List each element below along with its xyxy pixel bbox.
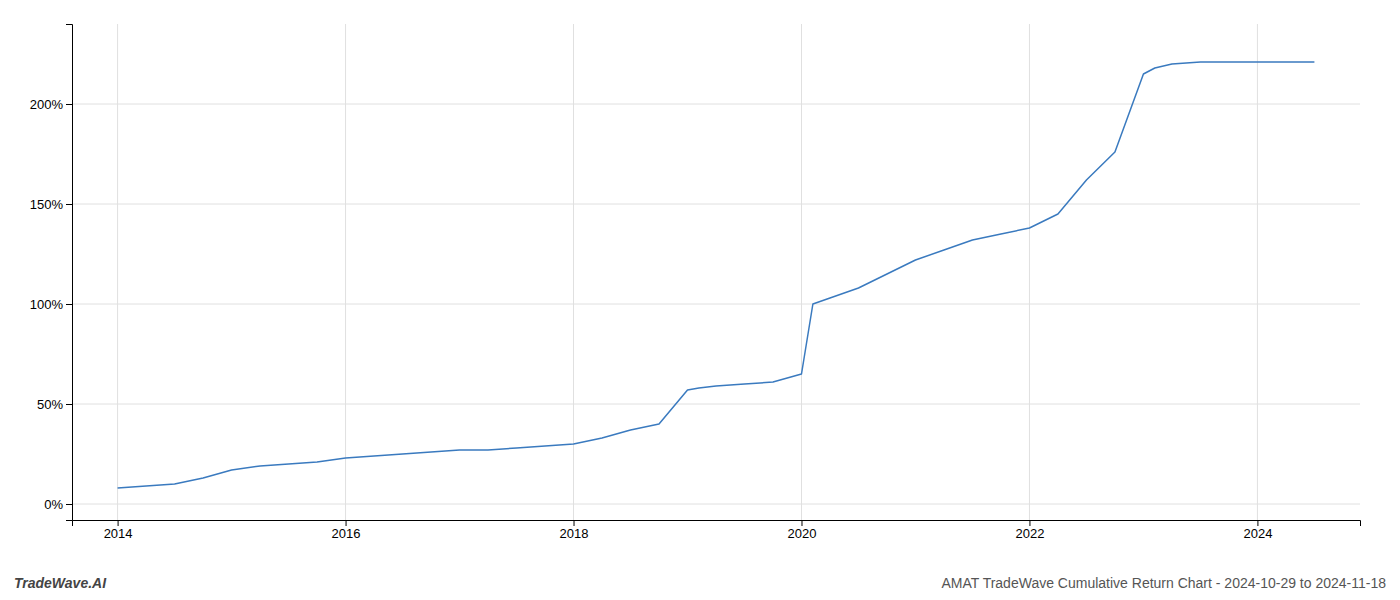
- tick-label: 200%: [30, 97, 64, 112]
- tick: 50%: [37, 397, 72, 412]
- tick-label: 2014: [104, 526, 133, 541]
- watermark: TradeWave.AI: [14, 575, 107, 591]
- grid-line: [1257, 24, 1258, 520]
- tick: 100%: [30, 297, 72, 312]
- tick-mark: [66, 104, 72, 105]
- tick-mark: [66, 204, 72, 205]
- axis-line: [66, 25, 73, 521]
- grid-line: [72, 304, 1360, 305]
- grid-line: [72, 504, 1360, 505]
- y-axis: 0% 50% 100% 150% 200%: [30, 25, 73, 521]
- tick: 2016: [332, 520, 361, 541]
- grid-line: [573, 24, 574, 520]
- tick-mark: [118, 520, 119, 526]
- grid-line: [801, 24, 802, 520]
- tick-mark: [574, 520, 575, 526]
- tick-label: 2018: [560, 526, 589, 541]
- tick-mark: [1029, 520, 1030, 526]
- tick-label: 150%: [30, 197, 64, 212]
- tick: 2020: [788, 520, 817, 541]
- tick-label: 2022: [1015, 526, 1044, 541]
- tick-mark: [801, 520, 802, 526]
- tick-label: 100%: [30, 297, 64, 312]
- tick-label: 0%: [44, 497, 63, 512]
- tick: 150%: [30, 197, 72, 212]
- line: [118, 62, 1315, 488]
- grid-line: [117, 24, 118, 520]
- tick-label: 2024: [1243, 526, 1272, 541]
- tick: 2018: [560, 520, 589, 541]
- axis-line: [73, 521, 1361, 527]
- x-axis: 2014 2016 2018 2020 2022 2024: [73, 520, 1361, 541]
- title: AMAT TradeWave Cumulative Return Chart -…: [941, 575, 1386, 591]
- tick-mark: [66, 504, 72, 505]
- tick-label: 50%: [37, 397, 63, 412]
- tick-mark: [1257, 520, 1258, 526]
- plot-area: [118, 62, 1315, 488]
- tick: 0%: [44, 497, 72, 512]
- tick: 200%: [30, 97, 72, 112]
- tick-mark: [346, 520, 347, 526]
- tick: 2022: [1015, 520, 1044, 541]
- tick-label: 2016: [332, 526, 361, 541]
- grid-line: [72, 404, 1360, 405]
- tick: 2014: [104, 520, 133, 541]
- chart: 2014 2016 2018 2020 2022 2024 0% 50% 100% 150% 200…: [0, 0, 1400, 600]
- tick-label: 2020: [788, 526, 817, 541]
- grid-line: [72, 204, 1360, 205]
- grid-line: [345, 24, 346, 520]
- tick-mark: [66, 304, 72, 305]
- grid: [72, 24, 1360, 520]
- tick: 2024: [1243, 520, 1272, 541]
- grid-line: [72, 104, 1360, 105]
- grid-line: [1029, 24, 1030, 520]
- tick-mark: [66, 404, 72, 405]
